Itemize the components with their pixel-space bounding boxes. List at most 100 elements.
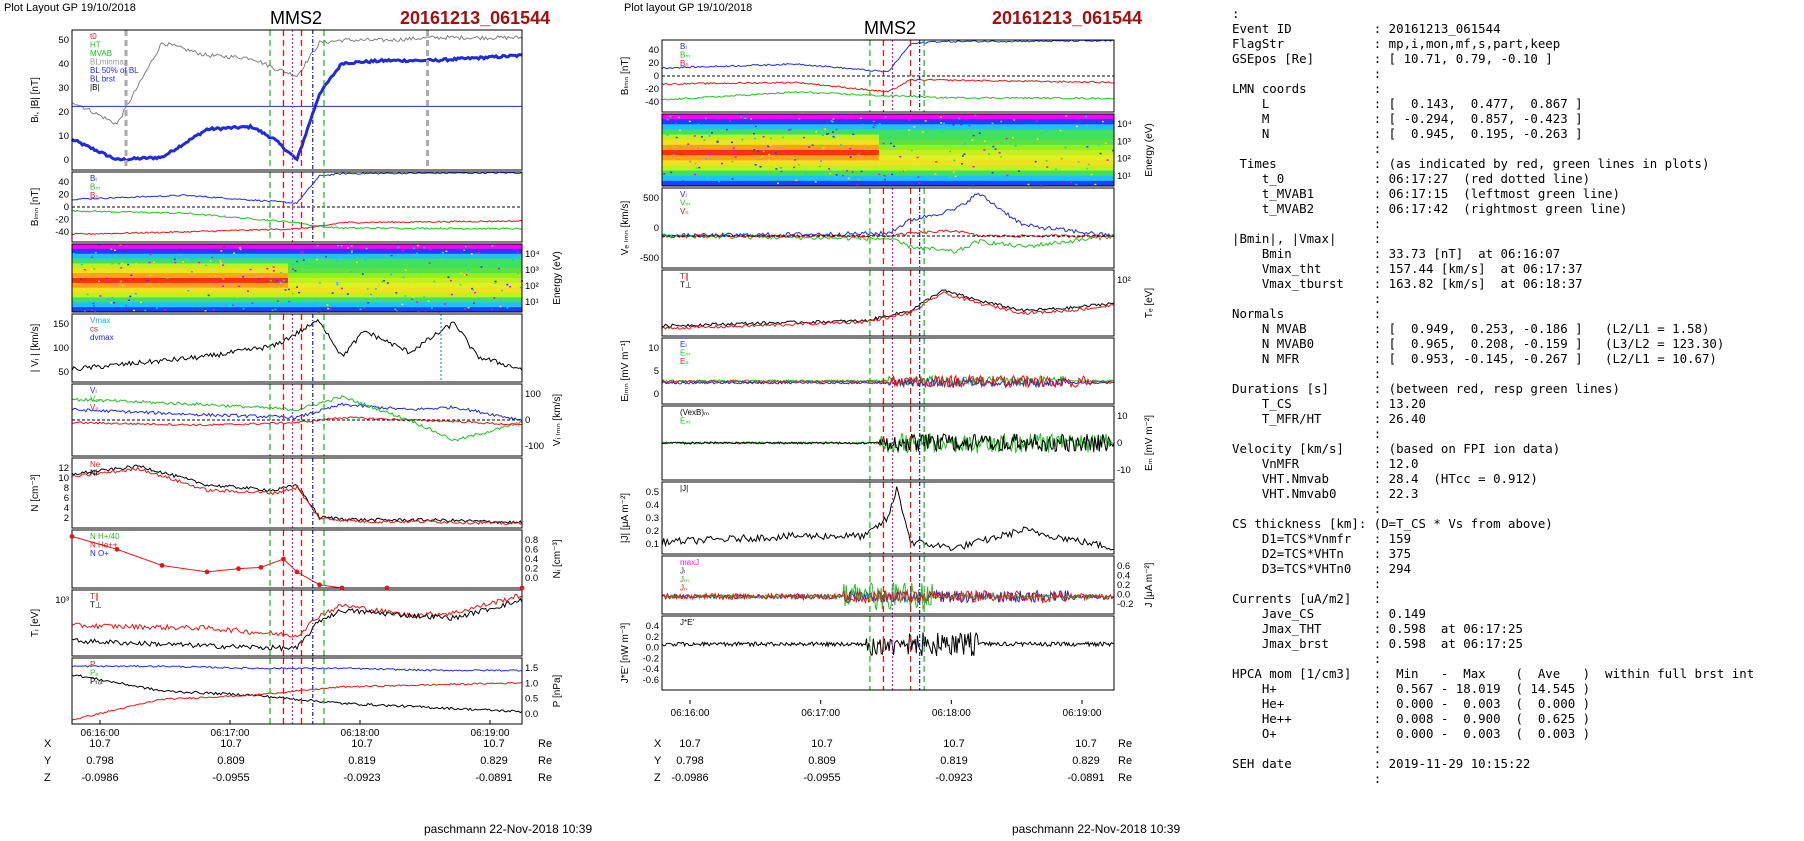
spectrogram-speckle (1027, 183, 1030, 186)
spectrogram-speckle (239, 289, 242, 291)
spectrogram-speckle (1006, 174, 1009, 177)
spectrogram-speckle (496, 280, 499, 282)
spectrogram-speckle (278, 301, 281, 304)
series-T∥ (661, 289, 1115, 328)
y-tick-label: 0.4 (646, 621, 659, 632)
spectrogram-speckle (961, 155, 964, 157)
spectrogram-speckle (385, 246, 388, 249)
spectrogram-speckle (679, 129, 682, 132)
spectrogram-speckle (303, 246, 306, 249)
spectrogram-speckle (1017, 170, 1020, 172)
spectrogram-speckle (133, 309, 136, 312)
spectrogram-speckle (663, 173, 666, 175)
spectrogram-speckle (324, 255, 327, 258)
spectrogram-speckle (123, 261, 126, 263)
spectrogram-speckle (1086, 146, 1089, 148)
spectrogram-speckle (761, 155, 764, 157)
spectrogram-speckle (808, 146, 811, 148)
spectrogram-speckle (753, 149, 756, 151)
position-value: 0.809 (808, 755, 836, 767)
spectrogram-speckle (963, 143, 966, 145)
spectrogram-speckle (296, 286, 299, 288)
spectrogram-speckle (831, 116, 834, 118)
spectrogram-band (878, 160, 1114, 166)
y-tick-label: 5 (654, 366, 659, 377)
legend-entry: Vₘ (90, 395, 100, 404)
panel-mid-7: 0.5 0.4 0.3 0.2 0.1 |J| [μA m⁻²] |J| (620, 481, 1115, 555)
spectrogram-speckle (415, 301, 418, 303)
spectrogram-speckle (734, 151, 737, 153)
spectrogram-band (878, 175, 1114, 182)
legend-entry: Vₗ (680, 190, 687, 199)
x-tick-label: 06:16:00 (671, 708, 710, 719)
info-line: He+ : 0.000 - 0.003 ( 0.000 ) (1232, 696, 1591, 711)
y-tick-label: 0.0 (1117, 590, 1130, 601)
spectrogram-speckle (756, 156, 759, 158)
spectrogram-speckle (1106, 159, 1109, 161)
spectrogram-speckle (682, 180, 685, 182)
spectrogram-speckle (499, 305, 502, 308)
info-line: VnMFR : 12.0 (1232, 456, 1419, 471)
spectrogram-speckle (416, 244, 419, 247)
spectrogram-speckle (427, 300, 430, 302)
x-tick-label: 06:18:00 (341, 728, 380, 739)
spectrogram-speckle (464, 246, 467, 248)
spectrogram-speckle (228, 304, 231, 306)
y-tick-label: -0.6 (643, 675, 659, 686)
spectrogram-speckle (318, 295, 321, 298)
y-tick-label: -100 (525, 441, 544, 452)
spectrogram-speckle (350, 245, 353, 247)
y-tick-label: 10⁴ (1117, 119, 1132, 130)
spectrogram-speckle (774, 165, 777, 168)
spectrogram-speckle (697, 123, 700, 126)
spectrogram-speckle (236, 296, 239, 298)
y-tick-label: 20 (58, 190, 69, 201)
info-line: O+ : 0.000 - 0.003 ( 0.003 ) (1232, 726, 1591, 741)
spectrogram-speckle (397, 246, 400, 249)
position-value: -0.0986 (671, 772, 709, 784)
spectrogram-speckle (830, 120, 833, 122)
noise-series (661, 377, 1115, 389)
spectrogram-speckle (716, 141, 719, 143)
y-tick-label: 40 (648, 45, 659, 56)
series-Ni (71, 466, 523, 526)
spectrogram-speckle (326, 304, 329, 306)
legend-entry: cs (90, 325, 98, 334)
spectrogram-speckle (878, 173, 881, 176)
spectrogram-speckle (104, 254, 107, 257)
spectrogram-speckle (198, 261, 201, 264)
spectrogram-speckle (1087, 163, 1090, 166)
spectrogram-speckle (798, 118, 801, 120)
series-Bₗ (71, 171, 523, 205)
spectrogram-speckle (247, 290, 250, 292)
spectrogram-speckle (340, 244, 343, 247)
spectrogram-band (288, 244, 522, 250)
y-axis-label: | Vᵢ | [km/s] (30, 324, 41, 373)
panel-frame (661, 405, 1115, 481)
spectrogram-speckle (210, 256, 213, 259)
info-line: D1=TCS*Vnmfr : 159 (1232, 531, 1412, 546)
spectrogram-speckle (705, 132, 708, 134)
spectrogram-speckle (493, 297, 496, 299)
data-point (204, 569, 210, 575)
spectrogram-speckle (924, 120, 927, 122)
spectrogram-speckle (411, 305, 414, 308)
spectrogram-speckle (674, 178, 677, 180)
spectrogram-speckle (814, 181, 817, 183)
panel-mid-4: 10² Tₑ [eV] T∥T⊥ (661, 269, 1155, 337)
spectrogram-speckle (669, 115, 672, 118)
spectrogram-band (662, 180, 879, 187)
y-axis-label: Energy (eV) (552, 251, 563, 304)
series-T⊥ (71, 597, 523, 652)
spectrogram-speckle (787, 129, 790, 131)
spectrogram-speckle (794, 155, 797, 158)
spectrogram-band (72, 258, 288, 264)
spectrogram-speckle (229, 252, 232, 254)
left-spacecraft-title: MMS2 (270, 8, 323, 28)
spectrogram-speckle (666, 118, 669, 121)
y-tick-label: 0.4 (646, 500, 659, 511)
spectrogram-speckle (222, 278, 225, 280)
spectrogram-speckle (716, 140, 719, 143)
